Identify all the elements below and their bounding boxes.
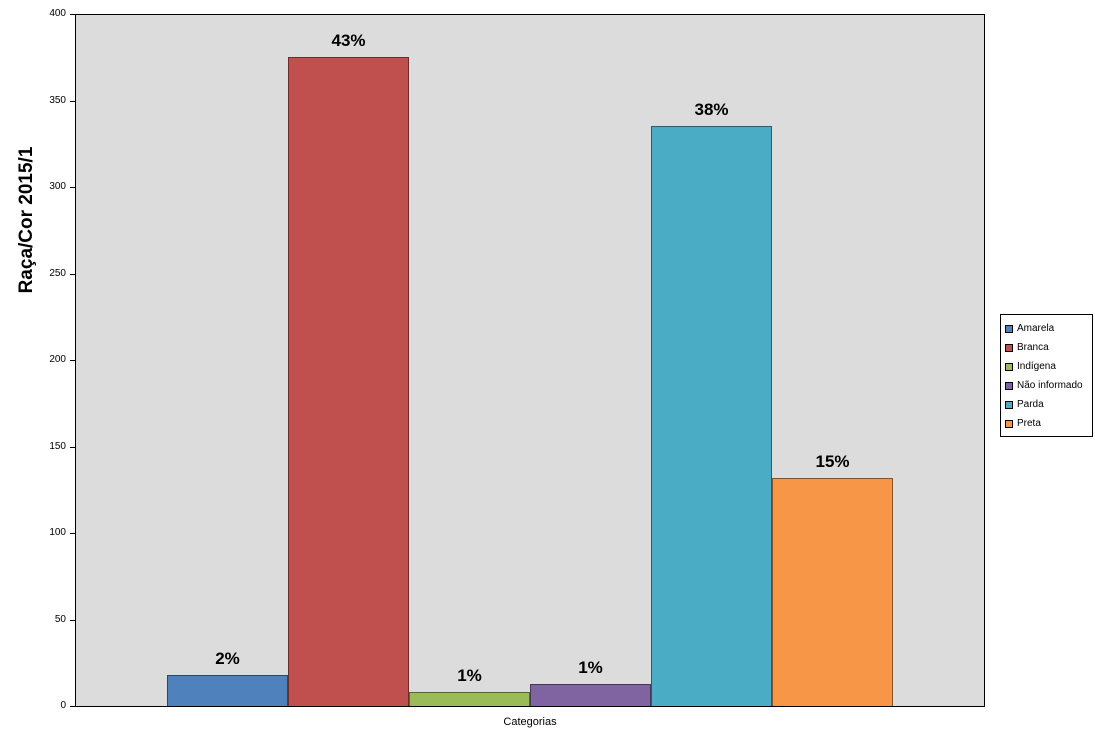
legend-swatch-icon: [1005, 324, 1013, 333]
legend-label: Amarela: [1017, 323, 1055, 334]
bar-percentage-label: 38%: [694, 100, 729, 119]
legend-swatch-icon: [1005, 419, 1013, 428]
bar-percentage-label: 2%: [215, 649, 240, 668]
bar-não-informado: [530, 684, 651, 706]
y-tick-label: 50: [54, 613, 66, 625]
legend-label: Branca: [1017, 342, 1049, 353]
legend-swatch-icon: [1005, 400, 1013, 409]
y-tick-label: 0: [60, 700, 66, 711]
legend-label: Preta: [1017, 418, 1041, 429]
y-tick-mark: [70, 446, 75, 448]
bar-percentage-label: 1%: [578, 658, 603, 677]
legend-label: Não informado: [1017, 380, 1083, 391]
legend-item-preta: Preta: [1005, 414, 1088, 433]
bar-parda: [651, 126, 772, 706]
y-tick-mark: [70, 533, 75, 534]
bar-percentage-label: 43%: [331, 31, 366, 50]
legend-swatch-icon: [1005, 343, 1013, 352]
legend-swatch-icon: [1005, 381, 1013, 390]
y-tick-label: 150: [49, 440, 66, 452]
legend-item-parda: Parda: [1005, 395, 1088, 414]
bar-indígena: [409, 692, 530, 706]
legend-label: Parda: [1017, 399, 1044, 410]
legend-item-indígena: Indígena: [1005, 357, 1088, 376]
y-tick-label: 200: [49, 354, 66, 365]
y-tick-mark: [70, 14, 75, 15]
y-tick-mark: [70, 706, 75, 707]
y-tick-label: 250: [49, 267, 66, 279]
legend-item-amarela: Amarela: [1005, 319, 1088, 338]
y-tick-mark: [70, 100, 75, 102]
y-tick-mark: [70, 619, 75, 621]
y-tick-label: 400: [49, 8, 66, 19]
y-tick-mark: [70, 187, 75, 188]
legend: Amarela Branca Indígena Não informado Parda P…: [1000, 314, 1093, 437]
y-tick-label: 300: [49, 181, 66, 192]
legend-item-branca: Branca: [1005, 338, 1088, 357]
bar-preta: [772, 478, 893, 706]
bar-amarela: [167, 675, 288, 706]
y-tick-mark: [70, 273, 75, 275]
legend-swatch-icon: [1005, 362, 1013, 371]
legend-label: Indígena: [1017, 361, 1056, 372]
y-tick-mark: [70, 360, 75, 361]
bar-branca: [288, 57, 409, 706]
y-tick-label: 350: [49, 94, 66, 106]
bar-percentage-label: 15%: [815, 452, 850, 471]
legend-item-não-informado: Não informado: [1005, 376, 1088, 395]
y-tick-label: 100: [49, 527, 66, 538]
x-axis-title: Categorias: [503, 716, 557, 728]
bar-percentage-label: 1%: [457, 666, 482, 685]
